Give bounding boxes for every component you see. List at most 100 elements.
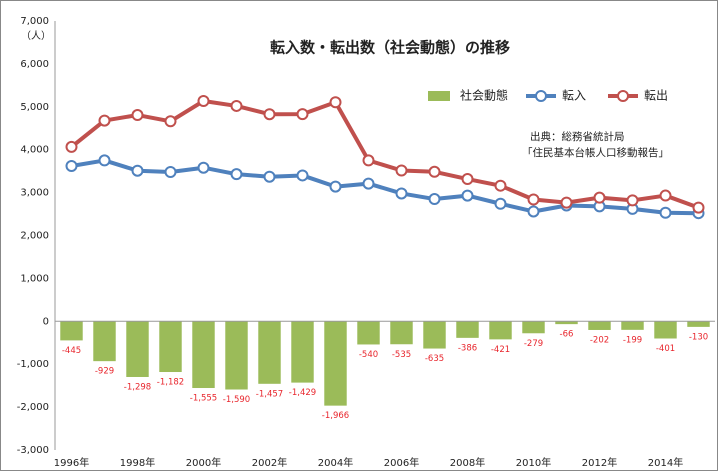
value-label: -1,429 [289,388,316,398]
point [362,177,375,190]
bar [60,321,83,341]
point [659,206,672,219]
point [230,99,243,112]
x-tick-label: 2014年 [648,456,683,469]
value-label: -1,298 [124,382,151,392]
y-tick-label: 3,000 [20,188,49,199]
value-label: -1,590 [223,395,250,405]
point [230,168,243,181]
bar [93,321,116,362]
point [494,197,507,210]
source-note: 「住民基本台帳人口移動報告」 [522,146,669,159]
point [527,193,540,206]
bar [258,321,281,384]
y-unit: （人） [21,30,51,42]
legend-swatch [617,90,629,102]
point [65,160,78,173]
point [428,165,441,178]
bar [456,321,479,338]
x-tick-label: 2004年 [318,456,353,469]
bar [522,321,545,334]
legend-label: 転出 [644,89,668,103]
legend-swatch [535,90,547,102]
point [197,161,210,174]
point [296,108,309,121]
value-label: -66 [560,330,574,340]
point [494,179,507,192]
source-note: 出典：総務省統計局 [530,130,625,143]
bar [324,321,347,406]
bar [687,321,710,327]
bar [126,321,149,377]
y-tick-label: 7,000 [20,16,49,27]
value-label: -635 [425,354,444,364]
x-tick-label: 1996年 [54,456,89,469]
y-tick-label: -1,000 [17,359,49,370]
x-tick-label: 2002年 [252,456,287,469]
x-tick-label: 2000年 [186,456,221,469]
x-tick-label: 2012年 [582,456,617,469]
point [65,140,78,153]
bar [390,321,413,345]
point [296,169,309,182]
bar [225,321,248,390]
value-label: -130 [689,332,708,342]
x-tick-label: 1998年 [120,456,155,469]
bar [423,321,446,349]
value-label: -386 [458,343,477,353]
value-label: -421 [491,345,510,355]
point [527,205,540,218]
bar [555,321,578,325]
point [626,194,639,207]
bar [588,321,611,330]
bar [489,321,512,340]
bar [192,321,215,389]
point [98,114,111,127]
value-label: -1,457 [256,389,283,399]
value-label: -1,555 [190,394,217,404]
bar [159,321,182,373]
value-label: -535 [392,350,411,360]
point [263,170,276,183]
point [560,196,573,209]
x-tick-label: 2006年 [384,456,419,469]
value-label: -1,966 [322,411,349,421]
point [131,109,144,122]
bar [621,321,644,330]
point [692,201,705,214]
y-tick-label: 2,000 [20,231,49,242]
x-tick-label: 2008年 [450,456,485,469]
legend-label: 転入 [562,89,586,103]
y-tick-label: 5,000 [20,102,49,113]
x-tick-label: 2010年 [516,456,551,469]
point [395,164,408,177]
chart-title: 転入数・転出数（社会動態）の推移 [270,39,510,57]
point [362,154,375,167]
value-label: -279 [524,339,543,349]
value-label: -929 [95,367,114,377]
bar [357,321,380,345]
y-tick-label: 1,000 [20,273,49,284]
value-label: -401 [656,344,675,354]
bar [291,321,314,383]
y-tick-label: 6,000 [20,59,49,70]
point [164,115,177,128]
point [164,166,177,179]
point [461,189,474,202]
bar [654,321,677,339]
point [329,96,342,109]
point [329,180,342,193]
point [428,193,441,206]
value-label: -199 [623,335,642,345]
value-label: -445 [62,346,81,356]
point [593,191,606,204]
value-label: -202 [590,335,609,345]
y-tick-label: -2,000 [17,402,49,413]
point [461,173,474,186]
legend-swatch [428,91,450,101]
point [98,154,111,167]
y-tick-label: 0 [43,316,49,327]
point [197,95,210,108]
